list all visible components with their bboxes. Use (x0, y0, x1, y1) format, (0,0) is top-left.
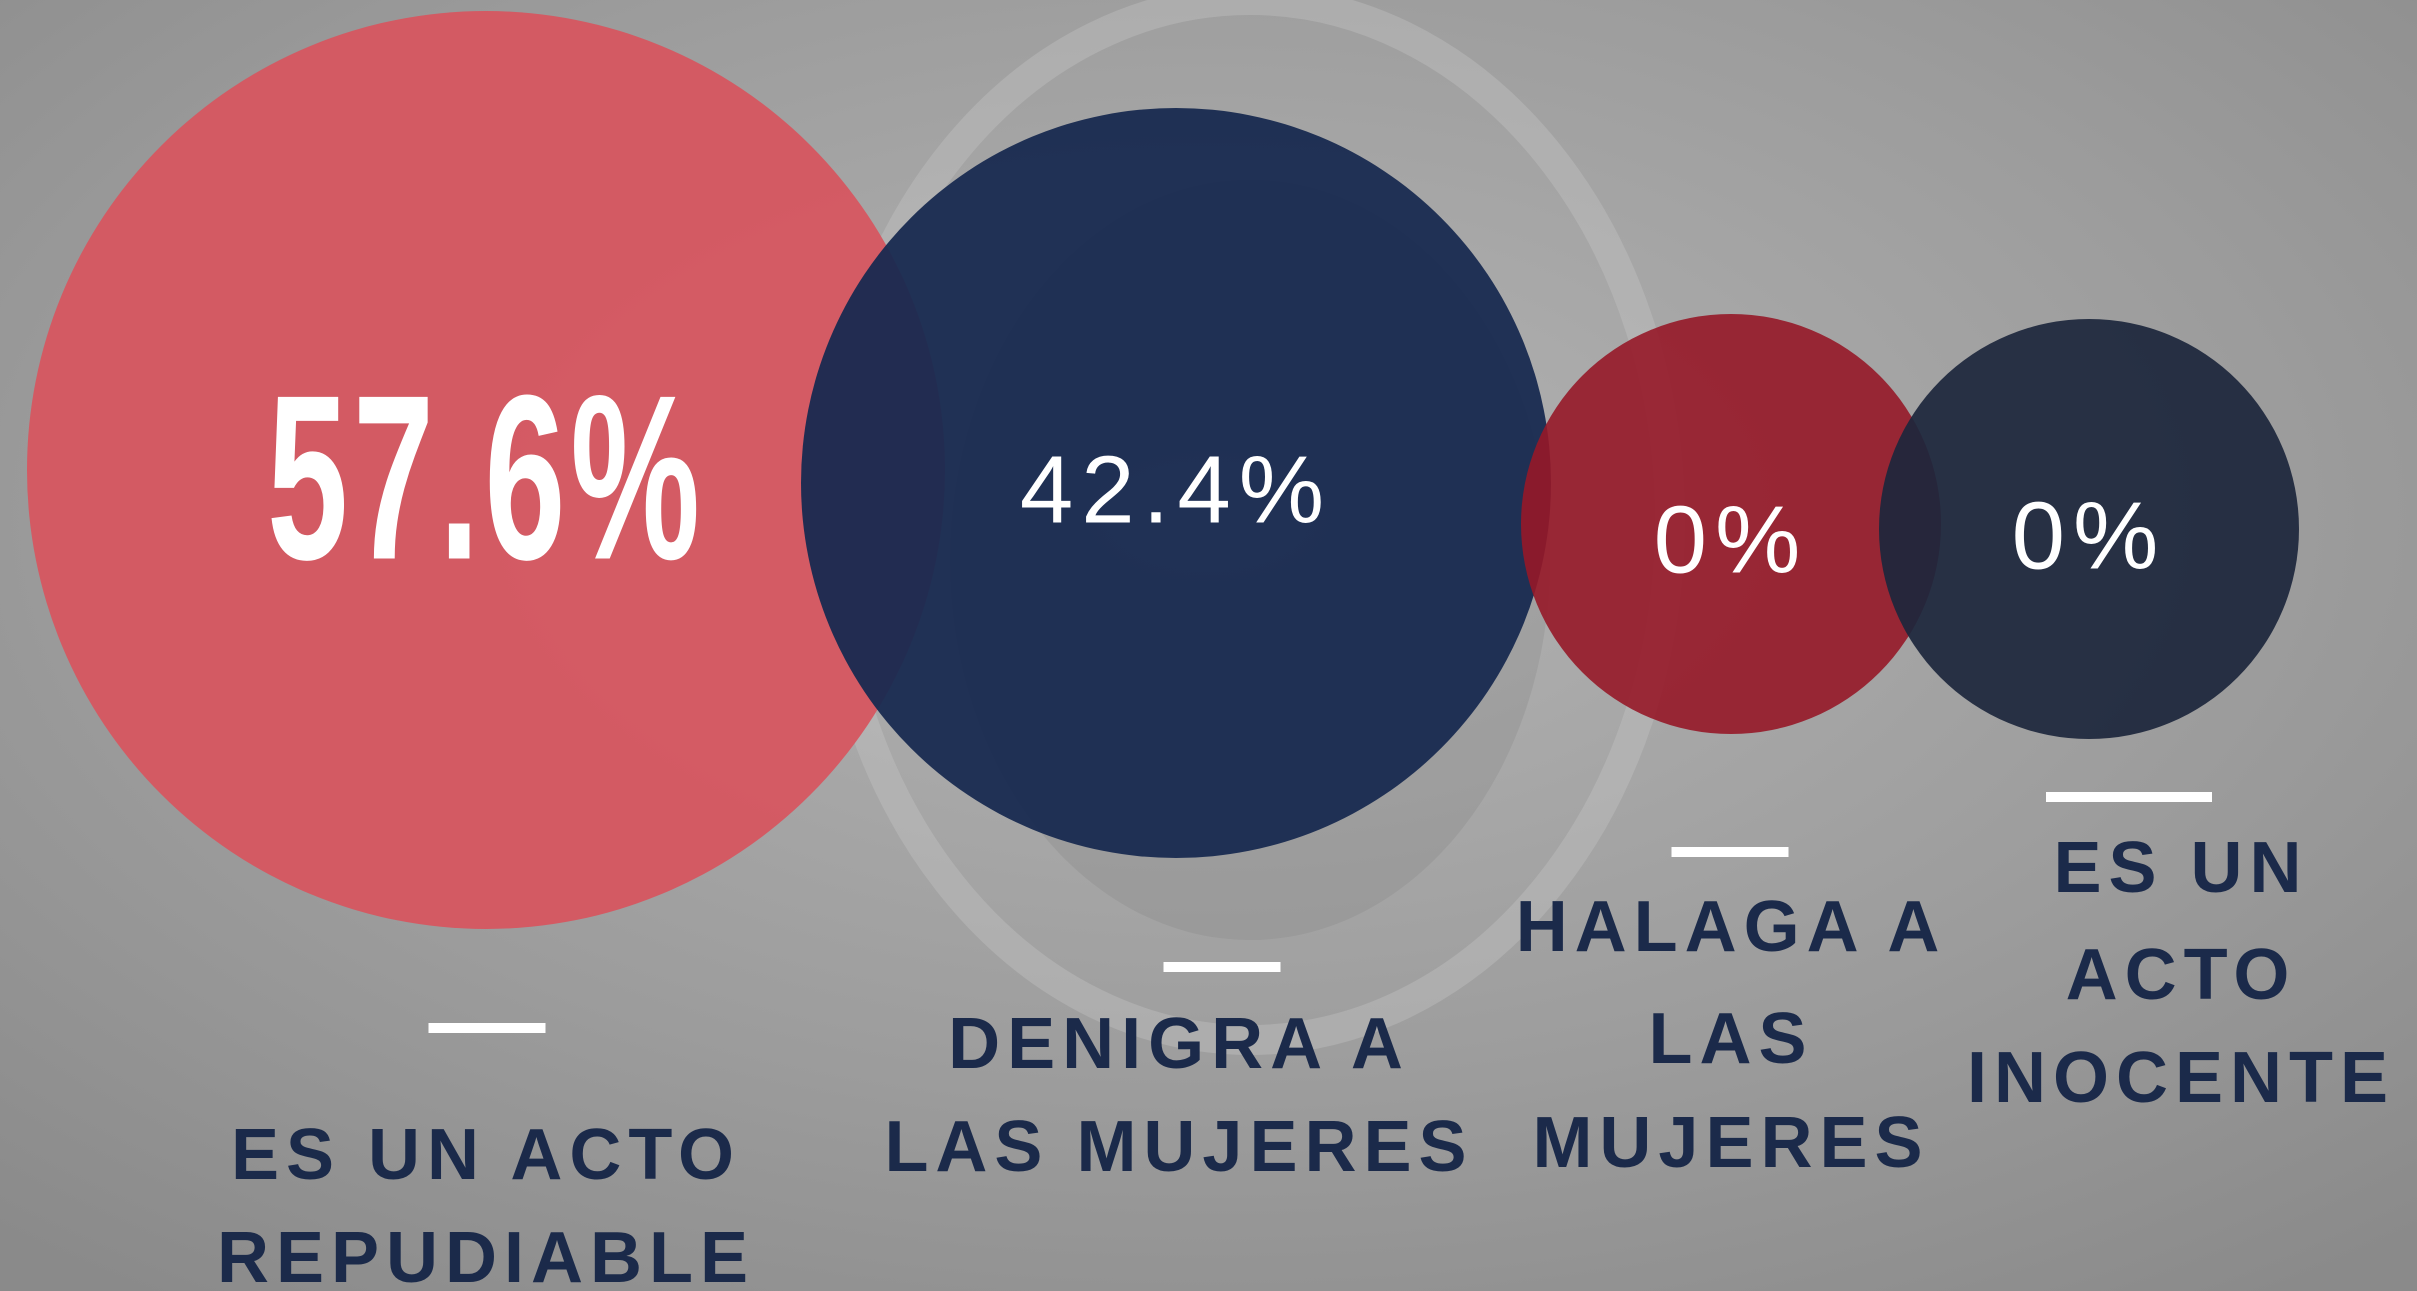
category-label: MUJERES (1532, 1103, 1929, 1183)
category-label: REPUDIABLE (217, 1218, 755, 1291)
category-label: DENIGRA A (948, 1004, 1410, 1084)
divider (1672, 847, 1789, 857)
divider (2046, 792, 2212, 802)
category-label: INOCENTE (1967, 1038, 2395, 1118)
value-label: 0% (2012, 483, 2167, 590)
value-label: 0% (1654, 487, 1809, 594)
divider (1164, 962, 1281, 972)
divider (429, 1023, 546, 1033)
category-label: LAS (1649, 999, 1814, 1079)
category-label: ACTO (2066, 935, 2297, 1015)
page: 57.6% ES UN ACTO REPUDIABLE 42.4% DENIGRA A L… (0, 0, 2417, 1291)
value-label: 57.6% (267, 347, 705, 609)
category-label: LAS MUJERES (884, 1107, 1473, 1187)
category-label: HALAGA A (1516, 887, 1947, 967)
value-label: 42.4% (1020, 437, 1332, 544)
category-label: ES UN ACTO (231, 1115, 741, 1195)
category-label: ES UN (2053, 828, 2308, 908)
infographic: 57.6% ES UN ACTO REPUDIABLE 42.4% DENIGRA A L… (0, 0, 2417, 1291)
